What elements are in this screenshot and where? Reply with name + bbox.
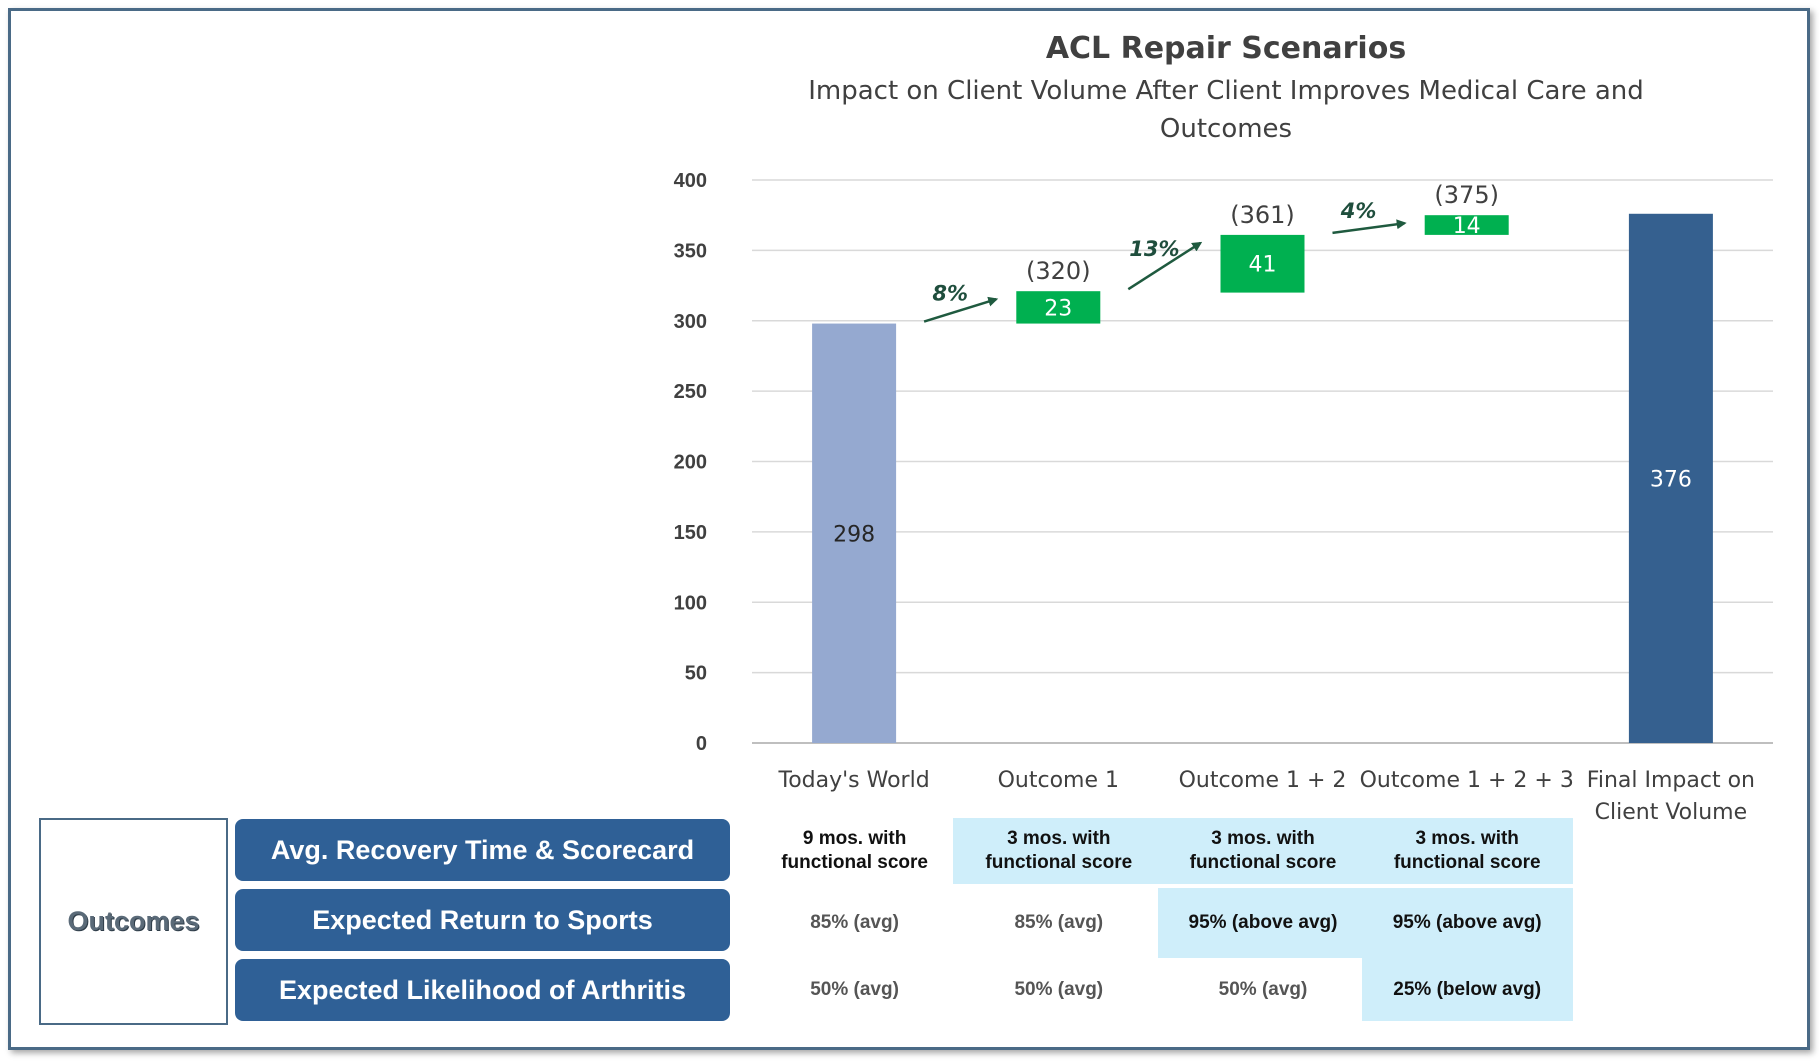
growth-arrow: [1332, 219, 1407, 235]
waterfall-bar: [1628, 213, 1713, 743]
outcome-table-cell: 50% (avg): [810, 978, 899, 1000]
y-tick-label: 50: [685, 663, 707, 685]
growth-arrow: [1127, 241, 1203, 291]
outcome-table-cell: 3 mos. with functional score: [953, 818, 1165, 884]
y-tick-label: 300: [674, 311, 707, 333]
outcome-table-cell: 3 mos. with functional score: [1157, 818, 1369, 884]
bar-value-label: 41: [1249, 253, 1277, 278]
waterfall-bar: [812, 323, 897, 743]
x-category-label: Outcome 1 + 2 + 3: [1360, 768, 1574, 793]
waterfall-bar: [1220, 234, 1305, 293]
x-category-label: Final Impact on Client Volume: [1587, 768, 1755, 825]
bar-value-label: 376: [1650, 467, 1692, 492]
cumulative-label: (320): [1026, 257, 1091, 285]
outcome-table-cell: 50% (avg): [1014, 978, 1104, 1000]
outcomes-label: Outcomes: [67, 906, 200, 936]
outcome-table-cell: 95% (above avg): [1361, 888, 1573, 958]
y-tick-label: 150: [674, 522, 707, 544]
y-tick-label: 400: [674, 170, 707, 192]
bar-value-label: 23: [1044, 296, 1072, 321]
growth-arrow: [923, 296, 999, 323]
growth-percent-label: 8%: [932, 281, 968, 305]
y-tick-label: 200: [674, 452, 707, 474]
chart-subtitle-line-1: Impact on Client Volume After Client Imp…: [808, 76, 1644, 106]
outcome-table-cell: 85% (avg): [1014, 912, 1104, 933]
x-category-label: Outcome 1: [998, 768, 1119, 793]
outcome-row-label: Avg. Recovery Time & Scorecard: [235, 819, 730, 881]
outcome-table-cell: 9 mos. with functional score: [781, 828, 928, 873]
outcome-table-cell: 50% (avg): [1218, 978, 1308, 1000]
y-tick-label: 250: [674, 381, 707, 403]
chart-subtitle-line-2: Outcomes: [1160, 114, 1292, 144]
bar-value-label: 298: [833, 522, 875, 547]
y-tick-label: 100: [674, 592, 707, 614]
outcome-table-cell: 85% (avg): [810, 912, 899, 933]
outcomes-box: Outcomes: [39, 818, 228, 1025]
chart-title: ACL Repair Scenarios: [1046, 31, 1406, 66]
outcome-table-cell: 3 mos. with functional score: [1361, 818, 1573, 884]
waterfall-bar: [1016, 291, 1101, 324]
x-category-label: Today's World: [778, 768, 930, 793]
cumulative-label: (375): [1434, 181, 1499, 209]
growth-percent-label: 13%: [1129, 237, 1179, 261]
outcome-row-label: Expected Likelihood of Arthritis: [235, 959, 730, 1021]
cumulative-label: (361): [1230, 201, 1295, 229]
outcome-row-label: Expected Return to Sports: [235, 889, 730, 951]
bar-value-label: 14: [1453, 214, 1481, 239]
y-tick-label: 0: [696, 733, 707, 755]
waterfall-bar: [1424, 215, 1509, 235]
y-tick-label: 350: [674, 240, 707, 262]
x-category-label: Outcome 1 + 2: [1179, 768, 1347, 793]
outcome-table-cell: 95% (above avg): [1157, 888, 1369, 958]
growth-percent-label: 4%: [1340, 199, 1377, 223]
outcome-table-cell: 25% (below avg): [1361, 958, 1573, 1021]
